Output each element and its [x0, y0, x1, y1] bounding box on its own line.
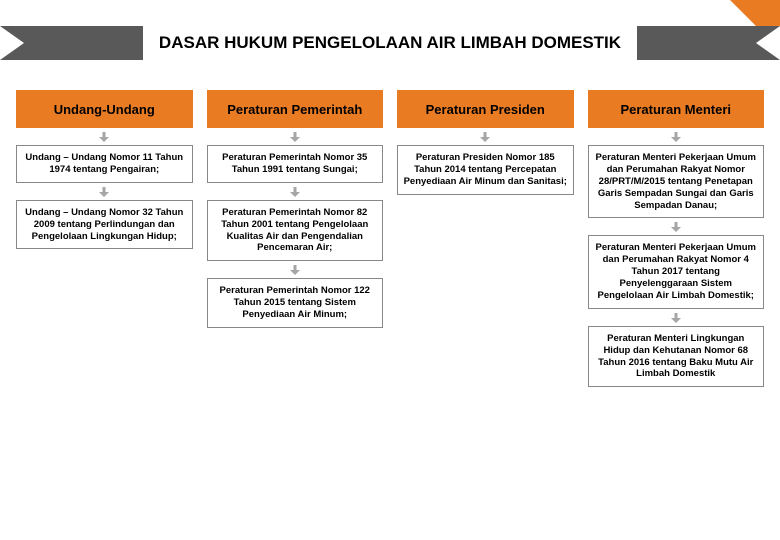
page-title: DASAR HUKUM PENGELOLAAN AIR LIMBAH DOMES… — [143, 26, 637, 59]
column: Peraturan Menteri Peraturan Menteri Peker… — [588, 90, 765, 387]
down-arrow-icon — [290, 265, 300, 275]
column-header: Peraturan Presiden — [397, 90, 574, 128]
law-box: Peraturan Menteri Lingkungan Hidup dan K… — [588, 326, 765, 388]
law-box: Peraturan Pemerintah Nomor 122 Tahun 201… — [207, 278, 384, 328]
column: Peraturan Presiden Peraturan Presiden Nom… — [397, 90, 574, 387]
down-arrow-icon — [99, 187, 109, 197]
column-header: Undang-Undang — [16, 90, 193, 128]
down-arrow-icon — [671, 313, 681, 323]
down-arrow-icon — [671, 132, 681, 142]
down-arrow-icon — [290, 132, 300, 142]
column: Peraturan Pemerintah Peraturan Pemerintah… — [207, 90, 384, 387]
law-box: Peraturan Pemerintah Nomor 82 Tahun 2001… — [207, 200, 384, 262]
column: Undang-Undang Undang – Undang Nomor 11 Ta… — [16, 90, 193, 387]
law-box: Peraturan Menteri Pekerjaan Umum dan Per… — [588, 235, 765, 308]
law-box: Undang – Undang Nomor 32 Tahun 2009 tent… — [16, 200, 193, 250]
column-header: Peraturan Pemerintah — [207, 90, 384, 128]
law-box: Peraturan Pemerintah Nomor 35 Tahun 1991… — [207, 145, 384, 183]
down-arrow-icon — [480, 132, 490, 142]
law-box: Peraturan Menteri Pekerjaan Umum dan Per… — [588, 145, 765, 218]
down-arrow-icon — [99, 132, 109, 142]
title-banner: DASAR HUKUM PENGELOLAAN AIR LIMBAH DOMES… — [0, 0, 780, 86]
down-arrow-icon — [671, 222, 681, 232]
law-box: Peraturan Presiden Nomor 185 Tahun 2014 … — [397, 145, 574, 195]
columns-grid: Undang-Undang Undang – Undang Nomor 11 Ta… — [0, 86, 780, 387]
column-header: Peraturan Menteri — [588, 90, 765, 128]
down-arrow-icon — [290, 187, 300, 197]
law-box: Undang – Undang Nomor 11 Tahun 1974 tent… — [16, 145, 193, 183]
